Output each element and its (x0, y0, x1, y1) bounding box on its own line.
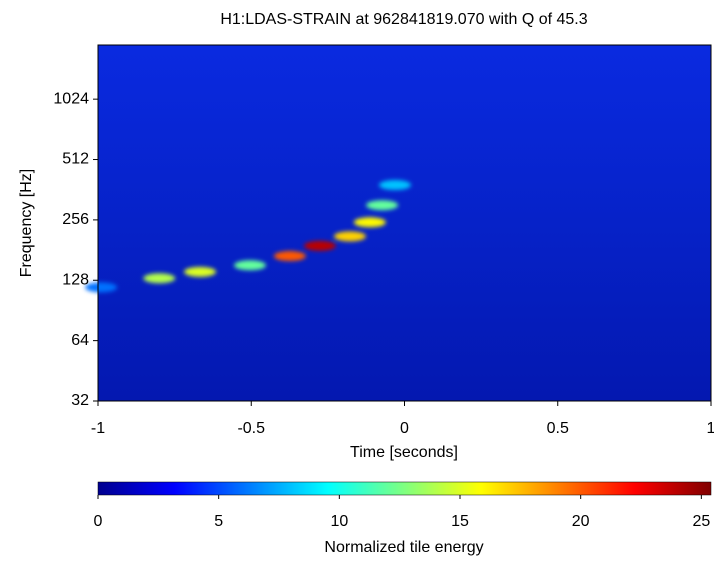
x-tick-label: 0 (400, 420, 409, 437)
x-tick-label: 1 (707, 420, 714, 437)
track-tile (366, 200, 399, 211)
track-tile (378, 180, 411, 191)
track-layer (85, 180, 411, 293)
colorbar (97, 481, 712, 496)
y-axis-label: Frequency [Hz] (18, 169, 35, 277)
track-tile (184, 266, 217, 277)
y-tick-label: 1024 (53, 90, 89, 107)
y-tick-label: 256 (62, 211, 89, 228)
track-tile (234, 260, 267, 271)
track-tile (143, 273, 176, 284)
colorbar-tick-label: 10 (330, 513, 348, 530)
chart-title: H1:LDAS-STRAIN at 962841819.070 with Q o… (220, 11, 587, 28)
track-tile (273, 251, 306, 262)
y-tick-label: 64 (71, 332, 89, 349)
colorbar-tick-label: 15 (451, 513, 469, 530)
colorbar-tick-label: 0 (94, 513, 103, 530)
colorbar-tick-label: 5 (214, 513, 223, 530)
colorbar-label: Normalized tile energy (324, 539, 483, 556)
track-tile (353, 217, 386, 228)
colorbar-tick-label: 20 (572, 513, 590, 530)
x-tick-label: -1 (91, 420, 105, 437)
track-tile (85, 282, 118, 293)
plot-background (98, 45, 711, 401)
y-tick-label: 128 (62, 271, 89, 288)
y-tick-label: 512 (62, 151, 89, 168)
x-tick-label: -0.5 (237, 420, 265, 437)
x-tick-label: 0.5 (547, 420, 569, 437)
x-axis-label: Time [seconds] (350, 444, 458, 461)
colorbar-tick-label: 25 (692, 513, 710, 530)
track-tile (333, 231, 366, 242)
y-tick-label: 32 (71, 392, 89, 409)
track-tile (303, 240, 336, 251)
